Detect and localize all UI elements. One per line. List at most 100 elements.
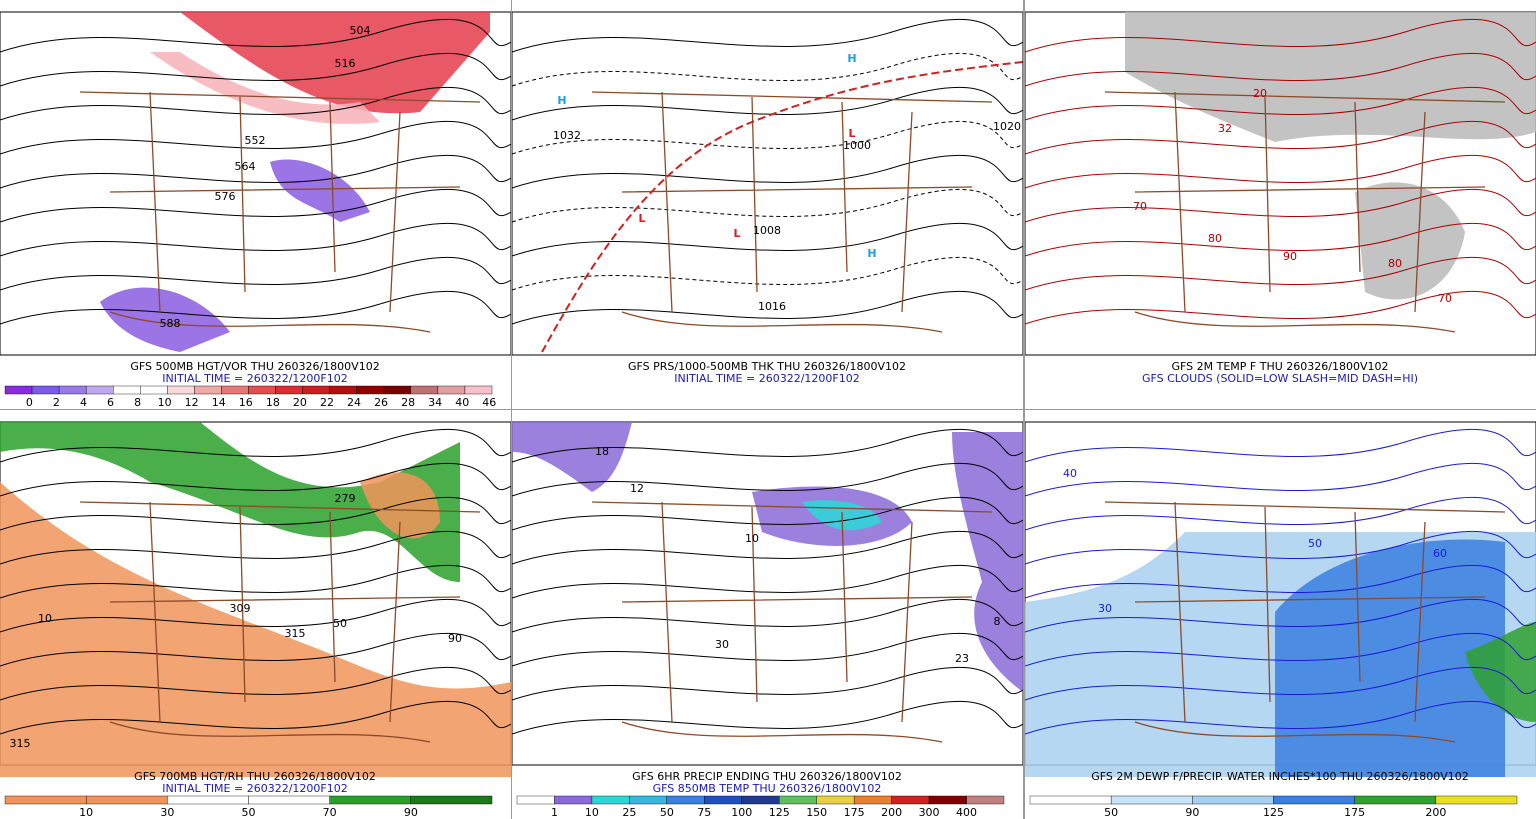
map-label: 552: [245, 134, 266, 147]
map-label: 8: [994, 615, 1001, 628]
shaded-area: [100, 287, 230, 352]
map-label: 516: [335, 57, 356, 70]
colorbar-label: 125: [769, 806, 790, 819]
map-layer: 279 309 315 50 10 315 90: [0, 422, 511, 777]
shaded-area: [1125, 12, 1536, 142]
map-label: 40: [1063, 467, 1077, 480]
colorbar-swatch: [779, 795, 817, 805]
caption: GFS 700MB HGT/RH THU 260326/1800V102: [134, 770, 376, 783]
colorbar-swatch: [629, 795, 668, 805]
map-label: 564: [235, 160, 256, 173]
colorbar-label: 2: [53, 396, 60, 409]
caption: INITIAL TIME = 260322/1200F102: [162, 372, 347, 385]
caption: INITIAL TIME = 260322/1200F102: [162, 782, 347, 795]
contour: [1025, 565, 1536, 599]
front: [541, 61, 1023, 353]
colorbar-label: 18: [266, 396, 280, 409]
contour: [512, 223, 1023, 257]
colorbar-label: 70: [323, 806, 337, 819]
map-svg: 18 12 23 8 30 10 GFS 6HR PRECIP ENDING THU 260…: [512, 421, 1023, 819]
colorbar-label: 175: [1344, 806, 1365, 819]
contour: [1025, 633, 1536, 667]
contour: [0, 497, 511, 531]
shaded-area: [0, 12, 490, 114]
colorbar-swatch: [113, 385, 141, 395]
colorbar-label: 10: [585, 806, 599, 819]
colorbar-swatch: [1110, 795, 1193, 805]
colorbar-label: 50: [242, 806, 256, 819]
map-label: 315: [10, 737, 31, 750]
contour: [512, 121, 1023, 155]
colorbar-label: 20: [293, 396, 307, 409]
contour: [0, 429, 511, 463]
map-layer: 18 12 23 8 30 10: [512, 422, 1023, 743]
colorbar-label: 16: [239, 396, 253, 409]
map-panel: 18 12 23 8 30 10 GFS 6HR PRECIP ENDING THU 260…: [512, 410, 1023, 819]
map-panel: 80 70 90 32 20 80 70 GFS 2M TEMP F THU 260326/1…: [1025, 0, 1536, 409]
caption: GFS 850MB TEMP THU 260326/1800V102: [653, 782, 882, 795]
map-label: 18: [595, 445, 609, 458]
colorbar-label: 34: [428, 396, 442, 409]
colorbar-label: 30: [160, 806, 174, 819]
colorbar-label: 50: [660, 806, 674, 819]
map-label: 576: [215, 190, 236, 203]
map-label: 10: [745, 532, 759, 545]
map-svg: 279 309 315 50 10 315 90 GFS 700MB HGT/RH THU 2…: [0, 421, 511, 819]
colorbar-swatch: [891, 795, 930, 805]
map-label: 504: [350, 24, 371, 37]
map-label: L: [848, 127, 855, 140]
colorbar-swatch: [1192, 795, 1274, 805]
colorbar-swatch: [928, 795, 967, 805]
colorbar-label: 100: [731, 806, 752, 819]
colorbar-swatch: [816, 795, 855, 805]
colorbar-label: 200: [881, 806, 902, 819]
contour: [1025, 189, 1536, 223]
map-label: 70: [1438, 292, 1452, 305]
map-label: 1020: [993, 120, 1021, 133]
colorbar-swatch: [1273, 795, 1355, 805]
shaded-area: [1355, 182, 1465, 300]
contour: [1025, 87, 1536, 121]
contour: [1025, 53, 1536, 87]
map-panel: 504 516 552 564 576 588 GFS 500MB HGT/VOR THU …: [0, 0, 511, 409]
contour: [512, 53, 1023, 87]
map-label: H: [557, 94, 566, 107]
shaded-area: [952, 432, 1023, 692]
map-label: 20: [1253, 87, 1267, 100]
map-frame: [512, 11, 1023, 356]
colorbar-swatch: [966, 795, 1005, 805]
contour: [512, 87, 1023, 121]
borders: [591, 91, 993, 333]
map-svg: 504 516 552 564 576 588 GFS 500MB HGT/VOR THU …: [0, 11, 511, 409]
map-label: 60: [1433, 547, 1447, 560]
colorbar-swatch: [591, 795, 630, 805]
contour: [0, 463, 511, 497]
contour: [0, 667, 511, 701]
map-label: 279: [335, 492, 356, 505]
colorbar-label: 28: [401, 396, 415, 409]
contour: [512, 599, 1023, 633]
caption: GFS 2M TEMP F THU 260326/1800V102: [1172, 360, 1389, 373]
colorbar-label: 6: [107, 396, 114, 409]
colorbar-swatch: [516, 795, 555, 805]
map-area: 18 12 23 8 30 10: [512, 421, 1023, 766]
colorbar-swatch: [31, 385, 60, 395]
contour: [0, 189, 511, 223]
map-label: 90: [448, 632, 462, 645]
map-panel: 1032 1008 1016 1000 1020 H H H L L L GFS PRS/1000-5…: [512, 0, 1023, 409]
map-label: 315: [285, 627, 306, 640]
colorbar-swatch: [4, 385, 33, 395]
borders: [1104, 91, 1506, 333]
contour: [0, 599, 511, 633]
map-label: 1008: [753, 224, 781, 237]
contour: [0, 701, 511, 735]
colorbar-label: 300: [919, 806, 940, 819]
colorbar-swatch: [167, 385, 195, 395]
contour: [1025, 19, 1536, 53]
contour: [1025, 429, 1536, 463]
contour: [0, 155, 511, 189]
contour: [0, 633, 511, 667]
contour: [512, 565, 1023, 599]
map-label: L: [733, 227, 740, 240]
contour: [0, 121, 511, 155]
